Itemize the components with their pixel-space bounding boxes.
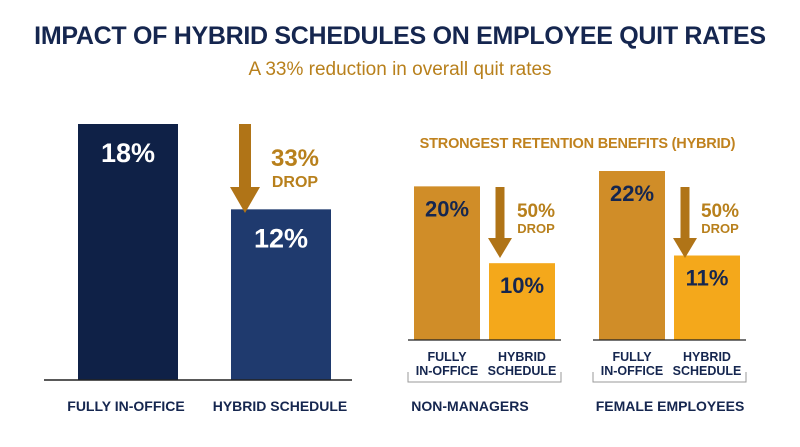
bar-main-value-label-1: 18% bbox=[101, 138, 155, 168]
bar-group2-2 bbox=[674, 255, 740, 340]
bar-group1-2 bbox=[489, 263, 555, 340]
group1-drop-label: DROP bbox=[517, 221, 555, 236]
category-label-main-1: FULLY IN-OFFICE bbox=[67, 398, 184, 414]
chart-title: IMPACT OF HYBRID SCHEDULES ON EMPLOYEE Q… bbox=[34, 22, 766, 50]
category-label-group1-1-line2: IN-OFFICE bbox=[416, 364, 479, 378]
bar-group1-value-label-2: 10% bbox=[500, 273, 544, 298]
category-label-group1-2-line1: HYBRID bbox=[498, 350, 546, 364]
category-label-group1-1-line1: FULLY bbox=[427, 350, 467, 364]
chart-subtitle: A 33% reduction in overall quit rates bbox=[248, 59, 552, 80]
bar-group2-value-label-2: 11% bbox=[686, 266, 729, 291]
main-drop-label: DROP bbox=[272, 174, 319, 191]
category-label-group1-2-line2: SCHEDULE bbox=[488, 364, 557, 378]
category-label-group2-2-line2: SCHEDULE bbox=[673, 364, 742, 378]
bar-group1-value-label-1: 20% bbox=[425, 196, 469, 221]
group1-drop-arrow bbox=[488, 187, 512, 258]
group-name-label-2: FEMALE EMPLOYEES bbox=[596, 398, 745, 414]
retention-section-title: STRONGEST RETENTION BENEFITS (HYBRID) bbox=[419, 136, 736, 152]
group2-drop-label: DROP bbox=[701, 221, 739, 236]
group2-drop-percent: 50% bbox=[701, 201, 739, 222]
category-label-group2-1-line2: IN-OFFICE bbox=[601, 364, 664, 378]
bar-group1-1 bbox=[414, 186, 480, 340]
bar-group2-value-label-1: 22% bbox=[610, 181, 654, 206]
group-name-label-1: NON-MANAGERS bbox=[411, 398, 528, 414]
category-label-main-2: HYBRID SCHEDULE bbox=[213, 398, 348, 414]
bar-main-value-label-2: 12% bbox=[254, 223, 308, 253]
main-drop-arrow bbox=[230, 124, 260, 213]
bar-group2-1 bbox=[599, 171, 665, 340]
bar-main-1 bbox=[78, 124, 178, 380]
category-label-group2-2-line1: HYBRID bbox=[683, 350, 731, 364]
bar-main-2 bbox=[231, 209, 331, 380]
group2-bracket bbox=[592, 372, 747, 383]
group1-bracket bbox=[407, 372, 562, 383]
main-drop-percent: 33% bbox=[271, 145, 319, 172]
category-label-group2-1-line1: FULLY bbox=[612, 350, 652, 364]
group2-drop-arrow bbox=[673, 187, 697, 258]
group1-drop-percent: 50% bbox=[517, 201, 555, 222]
